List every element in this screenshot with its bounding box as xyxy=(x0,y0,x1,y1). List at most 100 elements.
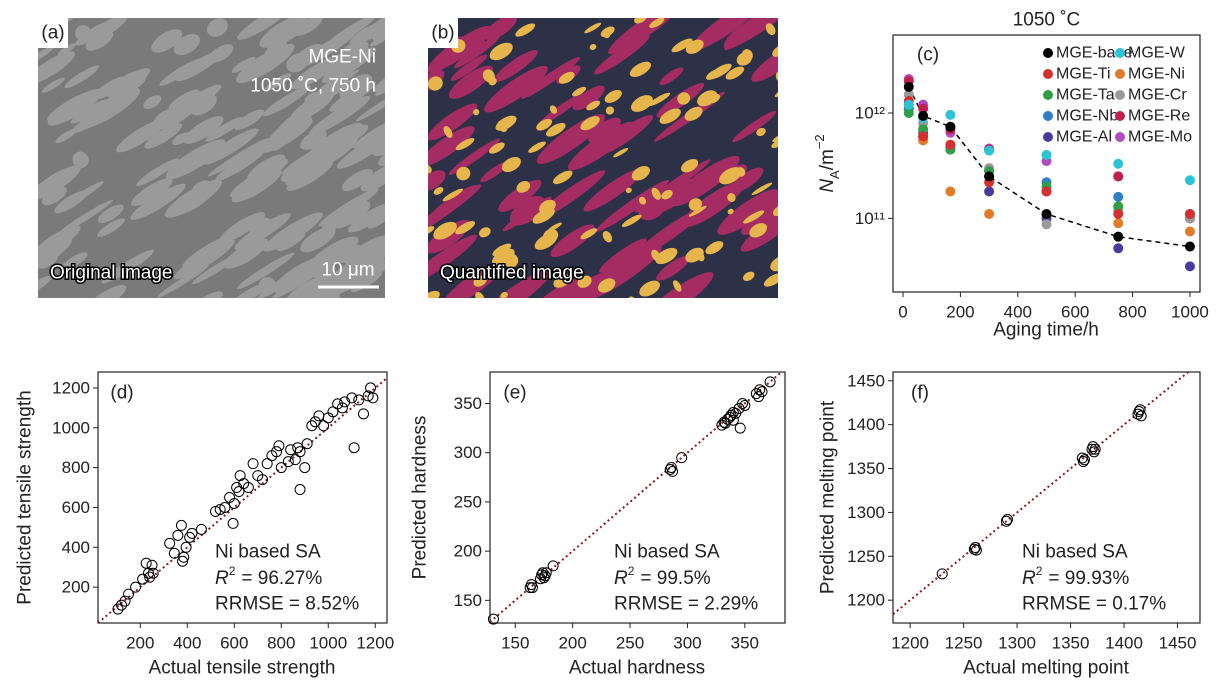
phase-2 xyxy=(577,275,592,288)
data-point xyxy=(1078,454,1090,466)
phase-2 xyxy=(528,141,546,153)
x-tick-label: 200 xyxy=(946,303,974,322)
y-axis-label: NA/m−2 xyxy=(812,134,842,192)
data-point xyxy=(1113,201,1124,212)
phase-2 xyxy=(604,89,622,103)
y-axis-label: Predicted tensile strength xyxy=(15,390,36,604)
panel-label: (d) xyxy=(110,383,133,404)
phase-2 xyxy=(602,231,613,243)
grain xyxy=(187,291,223,298)
legend-marker xyxy=(1115,111,1125,121)
grain xyxy=(309,95,371,136)
phase-2 xyxy=(772,205,778,217)
grain xyxy=(291,54,344,90)
phase-2 xyxy=(482,69,495,83)
grain xyxy=(38,45,55,67)
grain xyxy=(347,251,385,290)
grain xyxy=(64,65,100,89)
grain xyxy=(97,204,124,223)
grain xyxy=(358,18,385,42)
grain xyxy=(85,284,127,298)
legend-label: MGE-Re xyxy=(1128,108,1190,125)
phase-1 xyxy=(493,49,538,83)
data-point xyxy=(1113,158,1124,169)
phase-2 xyxy=(765,23,776,36)
legend-marker xyxy=(1043,132,1053,142)
data-point xyxy=(164,537,176,549)
x-tick-label: 350 xyxy=(731,634,759,653)
grain xyxy=(205,117,244,142)
data-point xyxy=(487,613,499,625)
grain xyxy=(361,235,385,266)
phase-1 xyxy=(740,211,778,252)
phase-2 xyxy=(673,280,682,292)
y-tick-label: 600 xyxy=(62,498,90,517)
phase-2 xyxy=(433,221,457,240)
phase-1 xyxy=(428,184,482,240)
data-point xyxy=(1087,441,1099,453)
legend-marker xyxy=(1115,69,1125,79)
grain xyxy=(352,117,385,149)
data-point xyxy=(301,438,313,450)
phase-2 xyxy=(455,221,476,235)
data-point xyxy=(247,458,259,470)
data-point xyxy=(903,81,914,92)
data-point xyxy=(1113,231,1124,242)
x-tick-label: 1200 xyxy=(891,634,929,653)
grain xyxy=(337,244,362,263)
grain xyxy=(97,218,125,237)
data-point xyxy=(984,208,995,219)
data-point xyxy=(177,555,189,567)
x-axis-label: Actual melting point xyxy=(963,658,1130,679)
y-tick-label: 1250 xyxy=(847,547,885,566)
data-point xyxy=(227,517,239,529)
text-part: 2 xyxy=(1036,564,1043,578)
text-part: 2 xyxy=(229,564,236,578)
legend-label: MGE-Ta xyxy=(1056,87,1115,104)
annotation: R2 = 99.5% xyxy=(614,564,711,589)
grain xyxy=(192,254,239,285)
grain xyxy=(373,63,385,93)
grain xyxy=(247,171,283,194)
x-tick-label: 800 xyxy=(1118,303,1146,322)
grain xyxy=(249,217,273,237)
y-tick-label: 350 xyxy=(454,394,482,413)
data-point xyxy=(750,388,762,400)
panel-label: (c) xyxy=(917,45,939,66)
x-axis-label: Actual hardness xyxy=(569,658,705,679)
phase-1 xyxy=(476,269,552,298)
phase-1 xyxy=(588,117,621,143)
x-tick-label: 300 xyxy=(673,634,701,653)
phase-1 xyxy=(538,93,584,126)
legend-label: MGE-Ti xyxy=(1056,66,1111,83)
grain xyxy=(219,212,266,243)
phase-2 xyxy=(638,196,647,205)
data-point xyxy=(918,131,929,142)
phase-1 xyxy=(594,34,650,75)
grain xyxy=(269,217,312,245)
data-point xyxy=(123,588,135,600)
phase-2 xyxy=(501,156,521,173)
legend-label: MGE-Cr xyxy=(1128,87,1187,104)
phase-2 xyxy=(515,23,536,37)
phase-2 xyxy=(545,122,566,137)
data-point xyxy=(299,462,311,474)
legend-marker xyxy=(1115,90,1125,100)
y-tick-label: 200 xyxy=(62,578,90,597)
text-part: = 99.5% xyxy=(640,568,710,589)
grain xyxy=(285,276,327,298)
phase-1 xyxy=(583,168,643,212)
grain xyxy=(244,284,268,298)
grain xyxy=(165,139,226,180)
data-point xyxy=(146,559,158,571)
grain xyxy=(272,263,328,298)
grain xyxy=(151,29,183,53)
phase-2 xyxy=(500,291,508,298)
phase-1 xyxy=(448,138,501,176)
data-point xyxy=(172,529,184,541)
data-point xyxy=(1184,175,1195,186)
grain xyxy=(339,40,369,64)
data-point xyxy=(1184,208,1195,219)
grain xyxy=(47,92,91,121)
data-point xyxy=(228,497,240,509)
